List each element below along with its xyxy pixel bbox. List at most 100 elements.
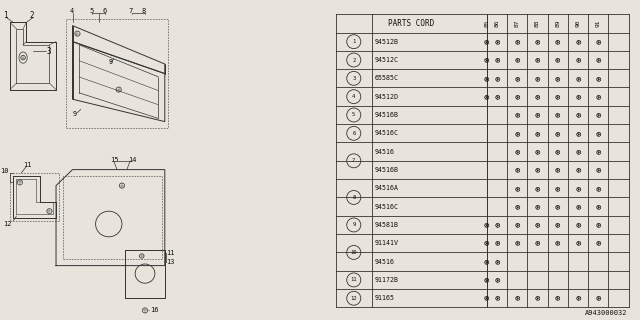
Text: 94581B: 94581B bbox=[375, 222, 399, 228]
Text: ⊛: ⊛ bbox=[484, 257, 490, 266]
Text: ⊛: ⊛ bbox=[575, 294, 580, 303]
Text: ⊛: ⊛ bbox=[534, 129, 540, 138]
Text: ⊛: ⊛ bbox=[515, 37, 520, 46]
Text: 94516B: 94516B bbox=[375, 112, 399, 118]
Text: ⊛: ⊛ bbox=[534, 37, 540, 46]
Text: 6: 6 bbox=[352, 131, 355, 136]
Text: ⊛: ⊛ bbox=[575, 37, 580, 46]
Text: ⊛: ⊛ bbox=[596, 294, 601, 303]
Text: ⊛: ⊛ bbox=[515, 55, 520, 65]
Text: ⊛: ⊛ bbox=[555, 129, 561, 138]
Text: 4: 4 bbox=[69, 8, 74, 14]
Text: 5: 5 bbox=[352, 113, 355, 117]
Text: ⊛: ⊛ bbox=[596, 110, 601, 119]
Text: ⊛: ⊛ bbox=[575, 202, 580, 211]
Text: 94516C: 94516C bbox=[375, 204, 399, 210]
Text: 11: 11 bbox=[166, 250, 175, 256]
Text: PARTS CORD: PARTS CORD bbox=[388, 19, 435, 28]
Text: ⊛: ⊛ bbox=[596, 74, 601, 83]
Text: 10: 10 bbox=[0, 168, 8, 174]
Text: 91172B: 91172B bbox=[375, 277, 399, 283]
Text: 87: 87 bbox=[515, 20, 520, 27]
Text: ⊛: ⊛ bbox=[494, 294, 499, 303]
Text: ⊛: ⊛ bbox=[515, 147, 520, 156]
Text: 12: 12 bbox=[3, 221, 12, 227]
Text: 5: 5 bbox=[89, 8, 93, 14]
Text: ⊛: ⊛ bbox=[575, 55, 580, 65]
Text: ⊛: ⊛ bbox=[575, 147, 580, 156]
Text: ⊛: ⊛ bbox=[534, 220, 540, 229]
Text: ⊛: ⊛ bbox=[575, 110, 580, 119]
Text: 9: 9 bbox=[72, 111, 77, 116]
Text: 85: 85 bbox=[484, 20, 489, 27]
Text: 90: 90 bbox=[575, 20, 580, 27]
Text: ⊛: ⊛ bbox=[515, 294, 520, 303]
Text: 9: 9 bbox=[352, 222, 355, 228]
Text: ⊛: ⊛ bbox=[596, 147, 601, 156]
Text: ⊛: ⊛ bbox=[575, 165, 580, 174]
Text: ⊛: ⊛ bbox=[555, 202, 561, 211]
Text: ⊛: ⊛ bbox=[575, 92, 580, 101]
Text: ⊛: ⊛ bbox=[534, 184, 540, 193]
Text: 89: 89 bbox=[555, 20, 560, 27]
Text: 16: 16 bbox=[150, 308, 159, 313]
Text: 94516: 94516 bbox=[375, 259, 395, 265]
Text: ⊛: ⊛ bbox=[596, 184, 601, 193]
Text: ⊛: ⊛ bbox=[515, 239, 520, 248]
Text: ⊛: ⊛ bbox=[515, 165, 520, 174]
Text: ⊛: ⊛ bbox=[515, 74, 520, 83]
Text: 12: 12 bbox=[351, 296, 357, 301]
Text: 94516A: 94516A bbox=[375, 185, 399, 191]
Text: ⊛: ⊛ bbox=[534, 55, 540, 65]
Text: ⊛: ⊛ bbox=[515, 202, 520, 211]
Text: ⊛: ⊛ bbox=[515, 129, 520, 138]
Text: 10: 10 bbox=[351, 250, 357, 255]
Text: 8: 8 bbox=[352, 195, 355, 200]
Text: ⊛: ⊛ bbox=[575, 74, 580, 83]
Text: 4: 4 bbox=[352, 94, 355, 99]
Text: ⊛: ⊛ bbox=[596, 92, 601, 101]
Text: ⊛: ⊛ bbox=[555, 147, 561, 156]
Text: ⊛: ⊛ bbox=[534, 294, 540, 303]
Text: 94516B: 94516B bbox=[375, 167, 399, 173]
Text: ⊛: ⊛ bbox=[515, 92, 520, 101]
Text: ⊛: ⊛ bbox=[555, 220, 561, 229]
Text: ⊛: ⊛ bbox=[596, 55, 601, 65]
Text: ⊛: ⊛ bbox=[494, 239, 499, 248]
Text: A943000032: A943000032 bbox=[585, 310, 627, 316]
Text: ⊛: ⊛ bbox=[494, 257, 499, 266]
Text: ⊛: ⊛ bbox=[596, 220, 601, 229]
Text: 1: 1 bbox=[3, 12, 8, 20]
Text: ⊛: ⊛ bbox=[484, 74, 490, 83]
Text: ⊛: ⊛ bbox=[596, 239, 601, 248]
Text: ⊛: ⊛ bbox=[596, 165, 601, 174]
Text: ⊛: ⊛ bbox=[596, 129, 601, 138]
Text: ⊛: ⊛ bbox=[555, 92, 561, 101]
Text: 94512B: 94512B bbox=[375, 39, 399, 45]
Text: 8: 8 bbox=[141, 8, 146, 14]
Text: ⊛: ⊛ bbox=[555, 239, 561, 248]
Text: 91: 91 bbox=[596, 20, 601, 27]
Text: 2: 2 bbox=[29, 12, 35, 20]
Text: 94516: 94516 bbox=[375, 148, 395, 155]
Text: ⊛: ⊛ bbox=[534, 239, 540, 248]
Text: 3: 3 bbox=[352, 76, 355, 81]
Text: ⊛: ⊛ bbox=[555, 184, 561, 193]
Text: ⊛: ⊛ bbox=[534, 147, 540, 156]
Text: 94512D: 94512D bbox=[375, 94, 399, 100]
Text: 94512C: 94512C bbox=[375, 57, 399, 63]
Text: 6: 6 bbox=[102, 8, 106, 14]
Text: 2: 2 bbox=[352, 58, 355, 62]
Text: ⊛: ⊛ bbox=[596, 37, 601, 46]
Text: 11: 11 bbox=[23, 162, 31, 168]
Text: 65585C: 65585C bbox=[375, 75, 399, 81]
Text: 7: 7 bbox=[352, 158, 355, 163]
Text: 86: 86 bbox=[494, 20, 499, 27]
Text: ⊛: ⊛ bbox=[494, 37, 499, 46]
Text: ⊛: ⊛ bbox=[494, 220, 499, 229]
Text: ⊛: ⊛ bbox=[555, 294, 561, 303]
Text: ⊛: ⊛ bbox=[575, 184, 580, 193]
Text: ⊛: ⊛ bbox=[484, 276, 490, 284]
Text: ⊛: ⊛ bbox=[494, 55, 499, 65]
Text: ⊛: ⊛ bbox=[515, 184, 520, 193]
